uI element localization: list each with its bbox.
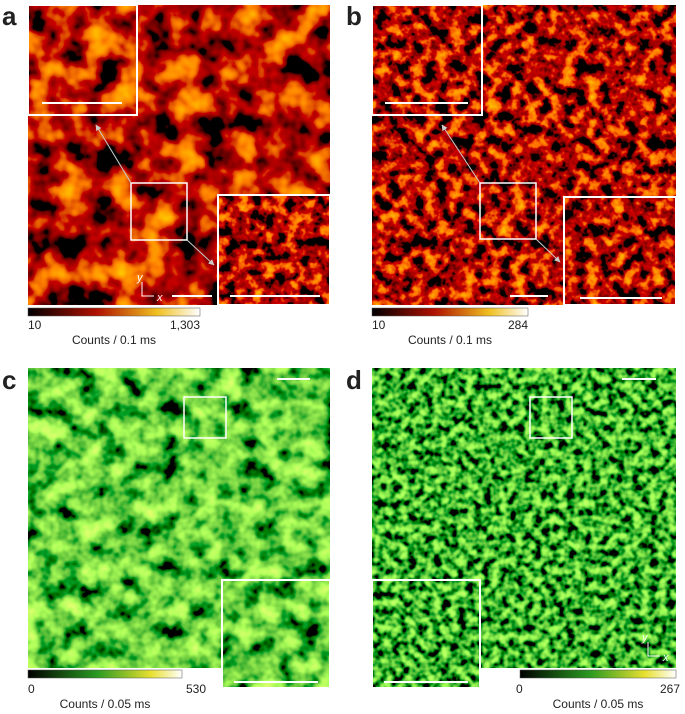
axis-y: y (641, 632, 649, 644)
arrow (95, 124, 132, 184)
colorbar-min: 10 (28, 318, 42, 332)
roi-box (130, 182, 188, 241)
inset (372, 580, 480, 688)
axis-y: y (136, 272, 144, 284)
roi-box (529, 396, 573, 439)
inset-border (371, 579, 481, 689)
arrow (441, 124, 481, 184)
panel-label: c (2, 365, 16, 395)
colorbar-max: 267 (660, 682, 680, 696)
inset-border (221, 579, 331, 689)
inset (27, 4, 138, 116)
roi-box (183, 396, 227, 439)
inset-border (563, 196, 677, 306)
inset-border (371, 4, 483, 116)
inset-border (27, 4, 138, 116)
arrow (535, 238, 561, 263)
panel-label: a (2, 1, 17, 31)
inset (564, 197, 676, 305)
axis-indicator (647, 642, 660, 657)
colorbar (519, 669, 677, 679)
colorbar (27, 307, 201, 317)
colorbar-max: 284 (508, 318, 528, 332)
colorbar-caption: Counts / 0.05 ms (60, 697, 151, 711)
axis-indicator (141, 282, 154, 297)
roi-box (479, 182, 537, 240)
colorbar-caption: Counts / 0.1 ms (408, 333, 492, 347)
arrow (186, 239, 215, 266)
inset-border (217, 194, 331, 306)
inset (372, 5, 482, 115)
colorbar-min: 0 (516, 682, 523, 696)
axis-x: x (662, 652, 669, 664)
inset (218, 195, 330, 305)
colorbar-min: 0 (28, 682, 35, 696)
colorbar-caption: Counts / 0.1 ms (72, 333, 156, 347)
colorbar-max: 530 (186, 682, 206, 696)
colorbar (371, 307, 529, 317)
colorbar-max: 1,303 (170, 318, 200, 332)
panel-label: b (346, 1, 362, 31)
colorbar (27, 669, 183, 679)
inset (222, 580, 330, 688)
panel-label: d (346, 365, 362, 395)
colorbar-min: 10 (372, 318, 386, 332)
colorbar-caption: Counts / 0.05 ms (553, 697, 644, 711)
axis-x: x (156, 292, 163, 304)
